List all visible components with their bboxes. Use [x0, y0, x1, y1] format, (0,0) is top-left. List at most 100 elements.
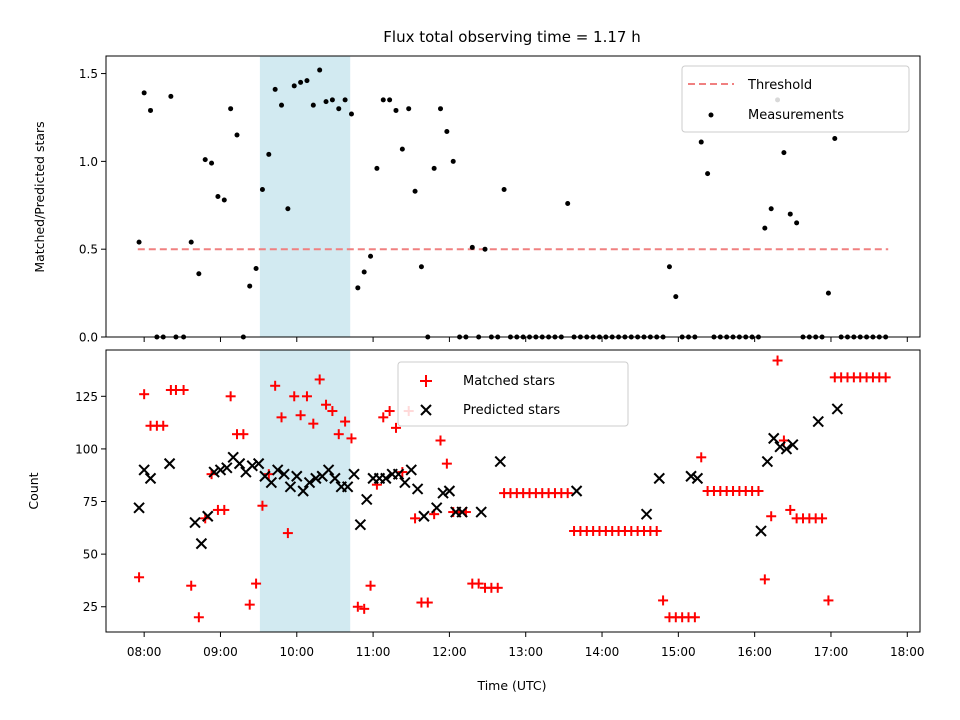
predicted-star-point [233, 457, 246, 470]
x-stroke-2 [685, 470, 697, 482]
x-stroke-2 [653, 472, 665, 485]
x-stroke-2 [418, 510, 430, 522]
matched-star-point [321, 399, 332, 410]
matched-star-point [219, 504, 230, 515]
top-y-tick-label: 0.5 [79, 243, 98, 257]
measurement-point [317, 67, 323, 73]
matched-star-point [817, 513, 828, 524]
x-stroke-2 [208, 466, 220, 478]
x-stroke-2 [761, 455, 774, 468]
measurement-point [794, 220, 800, 226]
matched-star-point [352, 601, 363, 612]
measurement-point [188, 239, 194, 245]
matched-star-point [397, 467, 408, 478]
predicted-star-point [380, 472, 392, 485]
x-stroke-2 [570, 485, 583, 497]
matched-star-point [759, 574, 770, 585]
x-stroke-2 [456, 506, 468, 518]
x-stroke-2 [133, 502, 145, 514]
x-stroke-2 [322, 464, 335, 476]
matched-star-point [333, 429, 344, 440]
x-stroke-2 [380, 472, 392, 485]
top-y-tick-label: 1.5 [79, 67, 98, 81]
x-stroke-2 [831, 403, 844, 415]
matched-star-point [365, 580, 376, 591]
predicted-star-point [437, 487, 449, 499]
predicted-star-point [341, 481, 354, 493]
predicted-star-point [418, 510, 430, 522]
matched-star-point [251, 578, 262, 589]
x-stroke-2 [768, 432, 780, 445]
measurement-point [387, 97, 393, 103]
predicted-star-point [392, 468, 405, 480]
matched-star-point [390, 422, 401, 433]
bottom-y-axis-label: Count [26, 472, 41, 509]
predicted-star-point [163, 457, 176, 470]
measurement-point [762, 225, 768, 231]
measurement-point [825, 290, 831, 296]
x-stroke-2 [138, 464, 150, 476]
predicted-star-point [475, 506, 487, 518]
bottom-legend-box [397, 361, 629, 427]
x-stroke-2 [399, 476, 411, 489]
predicted-star-point [456, 506, 468, 518]
predicted-star-point [361, 493, 373, 506]
measurement-point [768, 206, 774, 212]
legend-threshold-label: Threshold [747, 78, 812, 93]
predicted-star-point [252, 457, 265, 470]
predicted-star-point [774, 441, 786, 453]
top-shaded-span [259, 56, 351, 337]
matched-star-point [772, 355, 783, 366]
measurement-point [141, 90, 147, 96]
bottom-panel: 25 50 75 100 125 08:00 09:00 10:00 11:00 12:00 13… [26, 349, 925, 693]
matched-star-point [257, 500, 268, 511]
bottom-x-ticks: 08:00 09:00 10:00 11:00 12:00 13:00 14:00 15:00… [127, 632, 925, 659]
measurement-point [291, 83, 297, 89]
matched-star-point [327, 406, 338, 417]
x-stroke-2 [195, 537, 208, 550]
measurement-point [285, 206, 291, 212]
bottom-y-tick-label: 50 [83, 548, 98, 562]
x-stroke-2 [361, 493, 373, 506]
measurement-point [469, 244, 475, 250]
x-stroke-2 [812, 415, 824, 428]
bottom-x-tick-label: 08:00 [127, 645, 162, 659]
matched-star-point [753, 486, 764, 496]
predicted-star-point [202, 510, 214, 522]
measurement-point [705, 171, 711, 177]
predicted-star-point [640, 508, 653, 520]
matched-star-point [244, 599, 255, 610]
measurement-point [323, 99, 329, 105]
matched-star-point [276, 412, 287, 423]
x-stroke-2 [392, 468, 405, 480]
matched-star-point [308, 418, 319, 429]
measurement-point [221, 197, 227, 203]
matched-star-point [384, 406, 395, 417]
measurement-point [393, 107, 399, 113]
x-stroke-2 [246, 460, 258, 472]
predicted-star-point [399, 476, 411, 489]
measurement-point [418, 264, 424, 270]
bottom-x-tick-label: 11:00 [356, 645, 391, 659]
measurement-point [361, 269, 367, 275]
matched-star-point [410, 513, 421, 524]
x-stroke-2 [354, 518, 367, 531]
x-stroke-2 [640, 508, 653, 520]
x-stroke-2 [437, 487, 449, 499]
matched-star-point [186, 580, 197, 591]
measurement-point [148, 107, 154, 113]
predicted-star-point [787, 438, 799, 451]
matched-star-point [492, 582, 503, 593]
matched-star-point [422, 597, 433, 608]
predicted-star-point [430, 502, 443, 514]
matched-star-point [139, 389, 150, 400]
measurement-point [444, 129, 450, 135]
matched-star-point [658, 595, 669, 606]
measurement-point [399, 146, 405, 152]
x-stroke-2 [348, 468, 360, 480]
x-stroke-2 [163, 457, 176, 470]
matched-star-point [651, 525, 662, 536]
matched-star-point [301, 391, 312, 402]
predicted-star-point [221, 462, 233, 474]
